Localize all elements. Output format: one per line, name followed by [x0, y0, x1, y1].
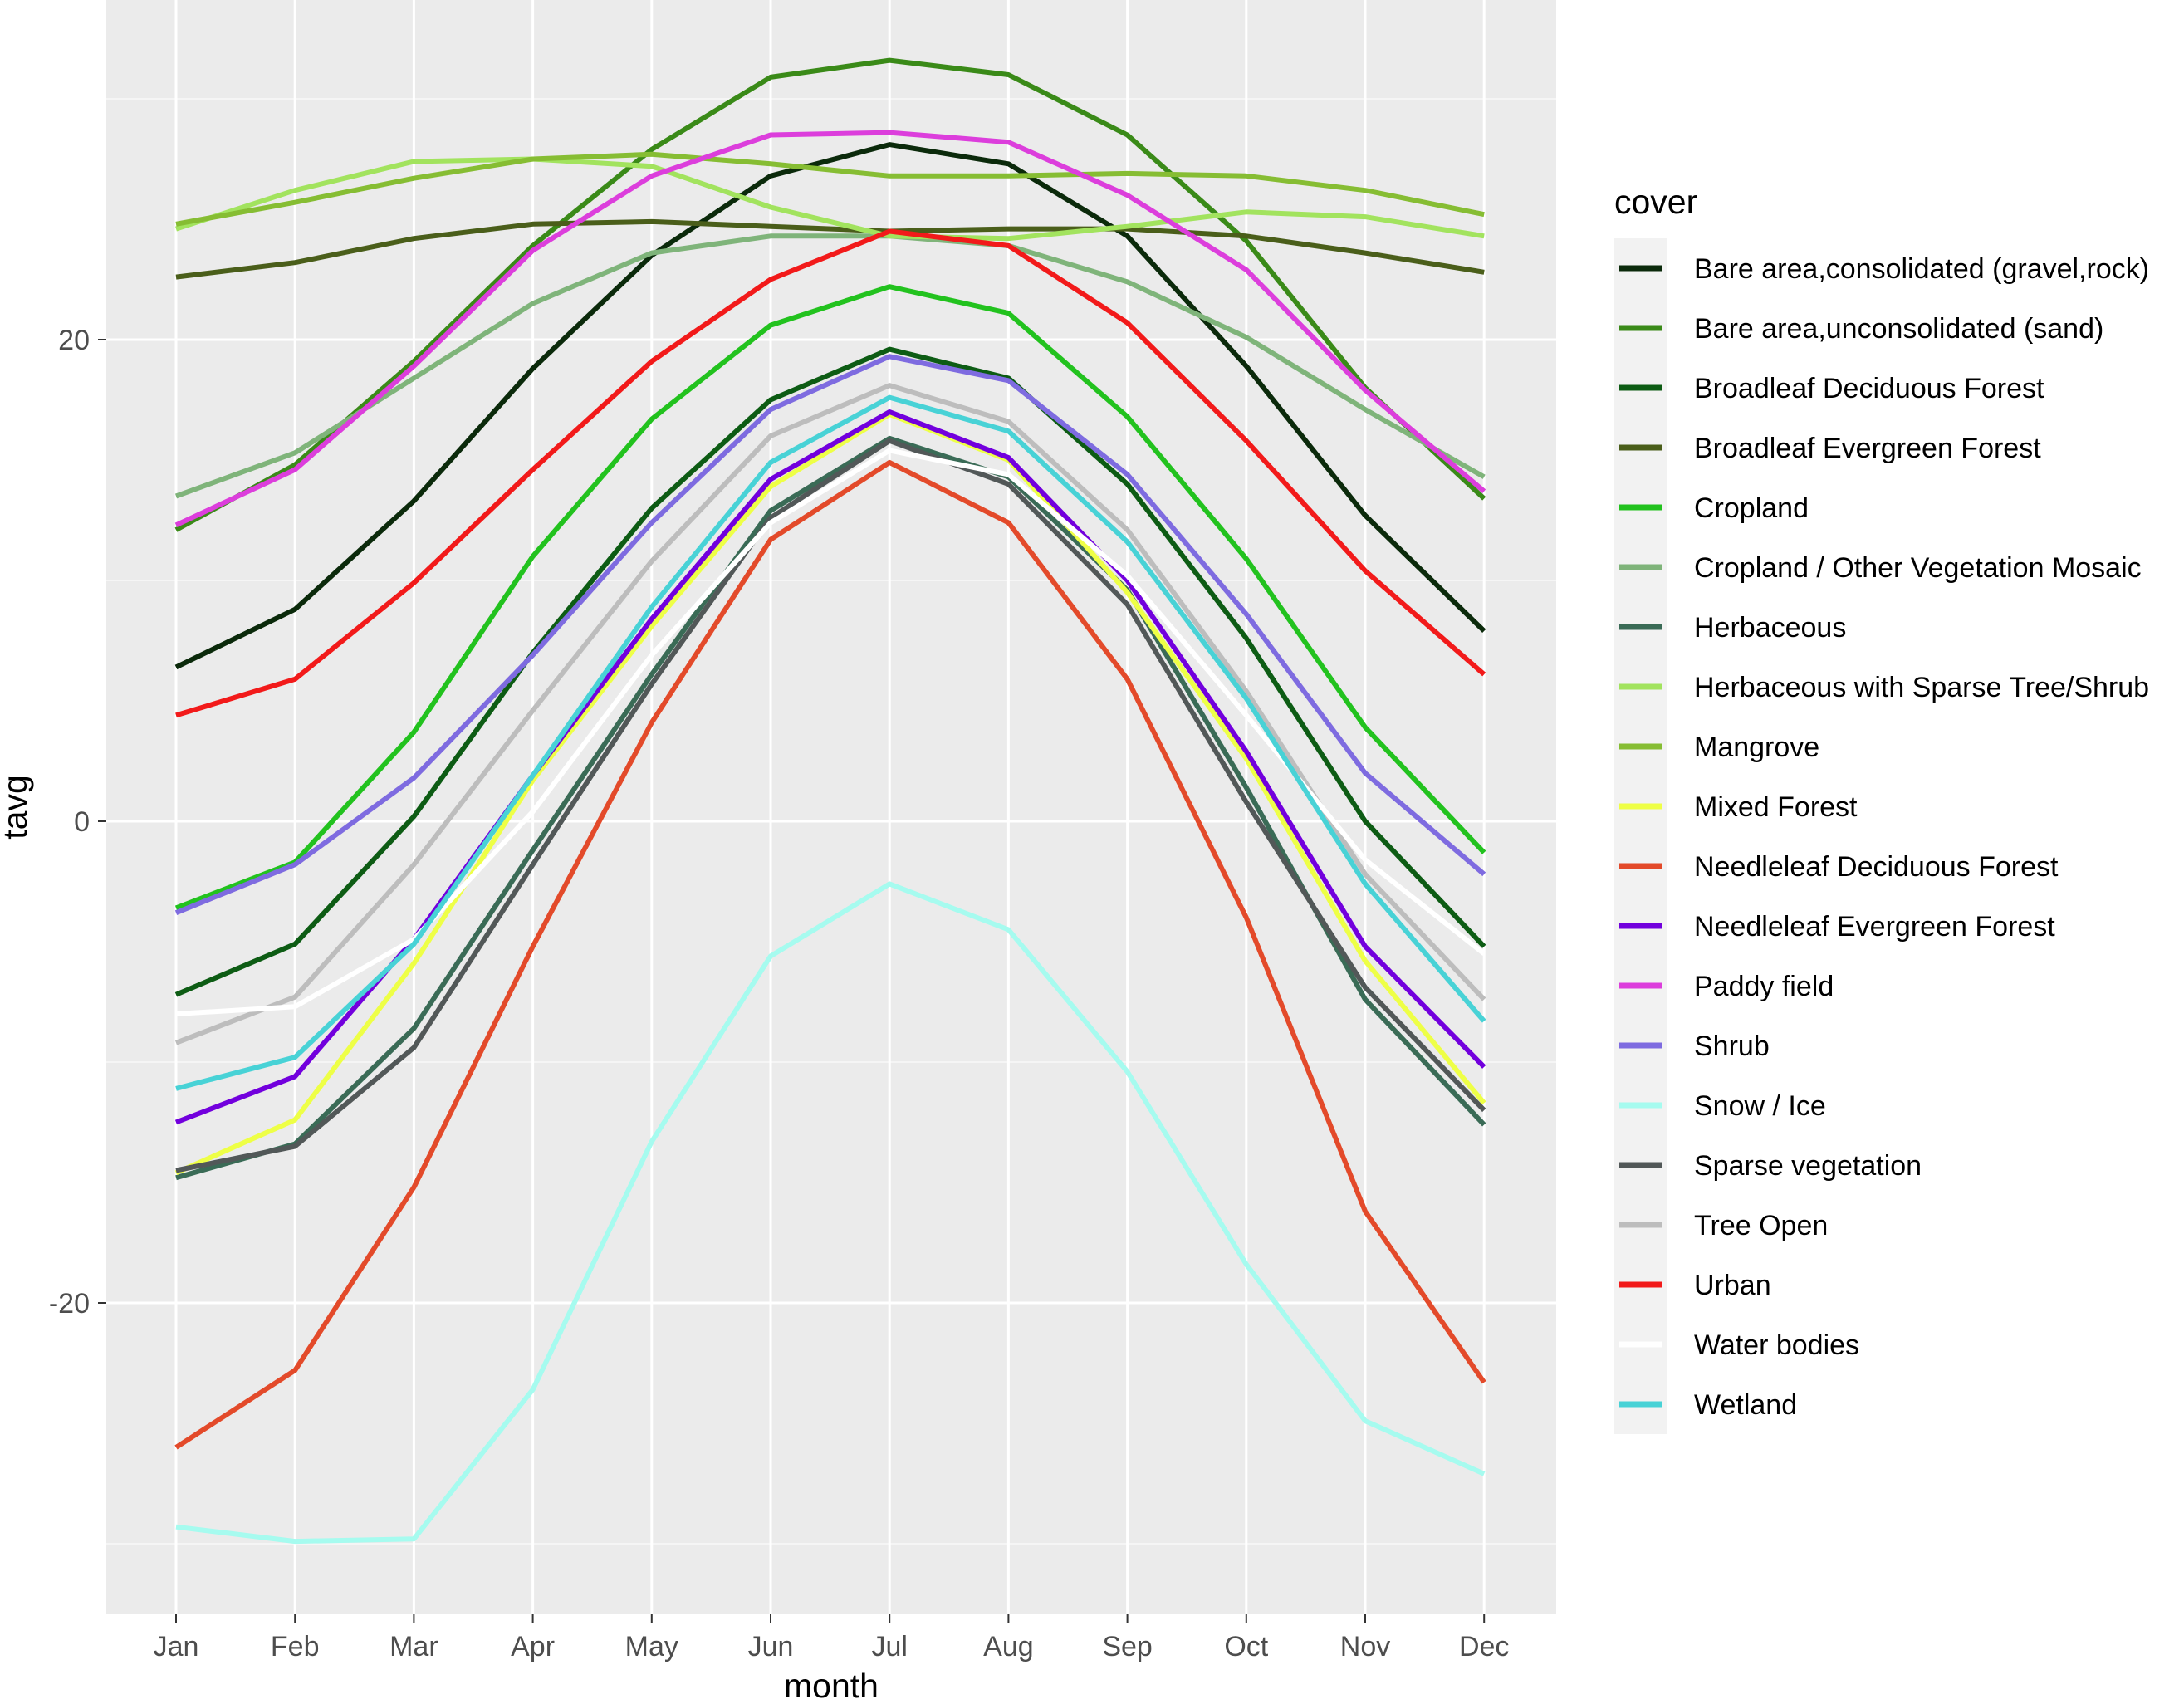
- axis-ticks: [98, 339, 1486, 1623]
- legend-item: Broadleaf Deciduous Forest: [1614, 358, 2044, 418]
- series-line: [174, 411, 1486, 1176]
- legend-item: Cropland: [1614, 477, 1809, 537]
- series-line: [175, 394, 1486, 1091]
- series-line: [175, 438, 1486, 1173]
- y-axis-title: tavg: [0, 775, 34, 840]
- y-tick-label: -20: [49, 1288, 90, 1320]
- minor-gridlines: [106, 98, 1556, 1545]
- legend-item: Mangrove: [1614, 717, 1819, 776]
- series-line: [174, 284, 1486, 911]
- series-line: [175, 151, 1485, 227]
- legend-title: cover: [1614, 183, 1697, 221]
- x-tick-label: Jul: [871, 1631, 907, 1662]
- series-line: [175, 435, 1486, 1181]
- legend-label: Bare area,consolidated (gravel,rock): [1694, 253, 2149, 285]
- legend-item: Cropland / Other Vegetation Mosaic: [1614, 537, 2142, 597]
- series-lines: [174, 57, 1486, 1545]
- legend-item: Bare area,unconsolidated (sand): [1614, 298, 2103, 358]
- legend-item: Bare area,consolidated (gravel,rock): [1614, 238, 2149, 298]
- x-tick-label: Aug: [983, 1631, 1034, 1662]
- series-line: [174, 459, 1486, 1450]
- x-axis-title: month: [784, 1667, 879, 1699]
- series-line: [175, 218, 1485, 280]
- legend-label: Tree Open: [1694, 1210, 1828, 1241]
- x-tick-label: Dec: [1459, 1631, 1509, 1662]
- series-line: [174, 142, 1486, 670]
- x-tick-label: Apr: [511, 1631, 555, 1662]
- legend-item: Herbaceous: [1614, 597, 1846, 657]
- legend-item: Herbaceous with Sparse Tree/Shrub: [1614, 657, 2149, 717]
- series-line: [174, 354, 1486, 915]
- y-tick-label: 0: [74, 806, 90, 838]
- legend-label: Mangrove: [1694, 732, 1819, 763]
- legend-label: Bare area,unconsolidated (sand): [1694, 313, 2103, 345]
- x-tick-label: Mar: [389, 1631, 438, 1662]
- legend-label: Shrub: [1694, 1031, 1770, 1062]
- legend-label: Paddy field: [1694, 971, 1834, 1002]
- series-line: [174, 57, 1486, 532]
- series-line: [174, 383, 1486, 1045]
- series-line: [175, 156, 1485, 242]
- x-tick-label: Jan: [154, 1631, 199, 1662]
- y-tick-label: 20: [58, 325, 90, 356]
- x-tick-label: Feb: [271, 1631, 320, 1662]
- legend-label: Herbaceous with Sparse Tree/Shrub: [1694, 672, 2149, 703]
- legend-item: Snow / Ice: [1614, 1075, 1826, 1135]
- legend-item: Broadleaf Evergreen Forest: [1614, 418, 2041, 477]
- legend-item: Urban: [1614, 1255, 1771, 1315]
- legend: cover Bare area,consolidated (gravel,roc…: [1614, 183, 2149, 1434]
- legend-item: Needleleaf Evergreen Forest: [1614, 896, 2055, 956]
- legend-label: Water bodies: [1694, 1329, 1859, 1361]
- legend-label: Cropland: [1694, 492, 1809, 524]
- legend-label: Wetland: [1694, 1389, 1797, 1421]
- series-line: [175, 448, 1486, 1016]
- x-tick-label: Nov: [1340, 1631, 1390, 1662]
- legend-label: Needleleaf Deciduous Forest: [1694, 851, 2059, 883]
- legend-item: Wetland: [1614, 1374, 1797, 1434]
- legend-item: Shrub: [1614, 1016, 1770, 1075]
- series-line: [174, 233, 1486, 499]
- series-line: [174, 130, 1486, 528]
- legend-item: Needleleaf Deciduous Forest: [1614, 836, 2059, 896]
- major-gridlines: [106, 0, 1556, 1614]
- legend-item: Water bodies: [1614, 1315, 1859, 1374]
- series-line: [175, 228, 1486, 718]
- x-tick-labels: Jan Feb Mar Apr May Jun Jul Aug Sep Oct Nov Dec: [154, 1631, 1510, 1662]
- legend-label: Snow / Ice: [1694, 1090, 1826, 1122]
- plot-panel: [106, 0, 1556, 1614]
- legend-label: Broadleaf Evergreen Forest: [1694, 433, 2041, 464]
- legend-label: Cropland / Other Vegetation Mosaic: [1694, 552, 2142, 584]
- legend-label: Sparse vegetation: [1694, 1150, 1922, 1182]
- x-tick-label: May: [625, 1631, 678, 1662]
- series-line: [174, 346, 1486, 997]
- y-tick-labels: -20 0 20: [49, 325, 90, 1320]
- legend-item: Paddy field: [1614, 956, 1834, 1016]
- legend-label: Mixed Forest: [1694, 791, 1858, 823]
- legend-item: Sparse vegetation: [1614, 1135, 1922, 1195]
- legend-label: Urban: [1694, 1270, 1771, 1301]
- legend-label: Needleleaf Evergreen Forest: [1694, 911, 2055, 943]
- legend-item: Tree Open: [1614, 1195, 1828, 1255]
- legend-item: Mixed Forest: [1614, 776, 1858, 836]
- series-line: [175, 881, 1486, 1545]
- x-tick-label: Jun: [748, 1631, 794, 1662]
- x-tick-label: Oct: [1224, 1631, 1268, 1662]
- legend-label: Herbaceous: [1694, 612, 1846, 644]
- x-tick-label: Sep: [1102, 1631, 1153, 1662]
- legend-label: Broadleaf Deciduous Forest: [1694, 373, 2044, 404]
